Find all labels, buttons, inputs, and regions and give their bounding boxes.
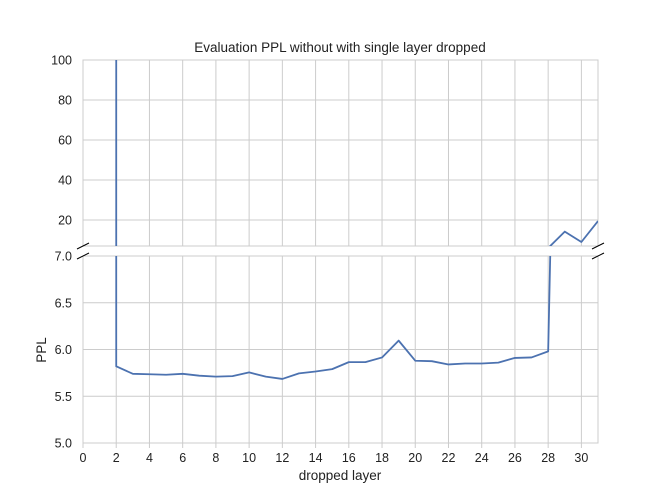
series-line-bottom bbox=[115, 256, 552, 380]
x-tick-label: 22 bbox=[442, 451, 456, 465]
x-tick-label: 20 bbox=[408, 451, 422, 465]
x-axis: 0 2 4 6 8 10 12 14 16 18 20 22 24 26 28 30 bbox=[80, 443, 588, 465]
bottom-panel-frame bbox=[82, 255, 599, 444]
x-tick-label: 10 bbox=[242, 451, 256, 465]
axis-break-mark bbox=[591, 242, 605, 250]
y-tick-label: 6.5 bbox=[55, 296, 72, 310]
axis-break-marks bbox=[76, 242, 605, 260]
x-tick-label: 30 bbox=[574, 451, 588, 465]
x-tick-label: 8 bbox=[212, 451, 219, 465]
y-tick-label: 6.0 bbox=[55, 343, 72, 357]
x-tick-label: 18 bbox=[375, 451, 389, 465]
x-tick-label: 12 bbox=[275, 451, 289, 465]
y-tick-label: 5.0 bbox=[55, 437, 72, 451]
axis-break-mark bbox=[76, 242, 90, 250]
top-panel-frame bbox=[82, 59, 599, 247]
chart-title: Evaluation PPL without with single layer… bbox=[194, 40, 485, 55]
y-tick-label: 7.0 bbox=[55, 250, 72, 264]
y-tick-label: 100 bbox=[51, 54, 72, 68]
x-tick-label: 4 bbox=[146, 451, 153, 465]
top-panel: 20 40 60 80 100 bbox=[51, 54, 599, 247]
y-tick-label: 80 bbox=[58, 94, 72, 108]
x-tick-label: 6 bbox=[179, 451, 186, 465]
x-tick-label: 2 bbox=[113, 451, 120, 465]
y-tick-label: 20 bbox=[58, 214, 72, 228]
x-tick-label: 16 bbox=[342, 451, 356, 465]
x-tick-label: 24 bbox=[475, 451, 489, 465]
axis-break-mark bbox=[76, 252, 90, 260]
x-tick-label: 14 bbox=[309, 451, 323, 465]
y-axis-label: PPL bbox=[34, 337, 49, 363]
x-tick-label: 0 bbox=[80, 451, 87, 465]
bottom-panel: 5.0 5.5 6.0 6.5 7.0 bbox=[55, 250, 599, 451]
x-tick-label: 26 bbox=[508, 451, 522, 465]
x-axis-label: dropped layer bbox=[299, 468, 382, 483]
axis-break-mark bbox=[591, 252, 605, 260]
y-tick-label: 60 bbox=[58, 134, 72, 148]
y-tick-label: 5.5 bbox=[55, 390, 72, 404]
x-tick-label: 28 bbox=[541, 451, 555, 465]
y-tick-label: 40 bbox=[58, 174, 72, 188]
